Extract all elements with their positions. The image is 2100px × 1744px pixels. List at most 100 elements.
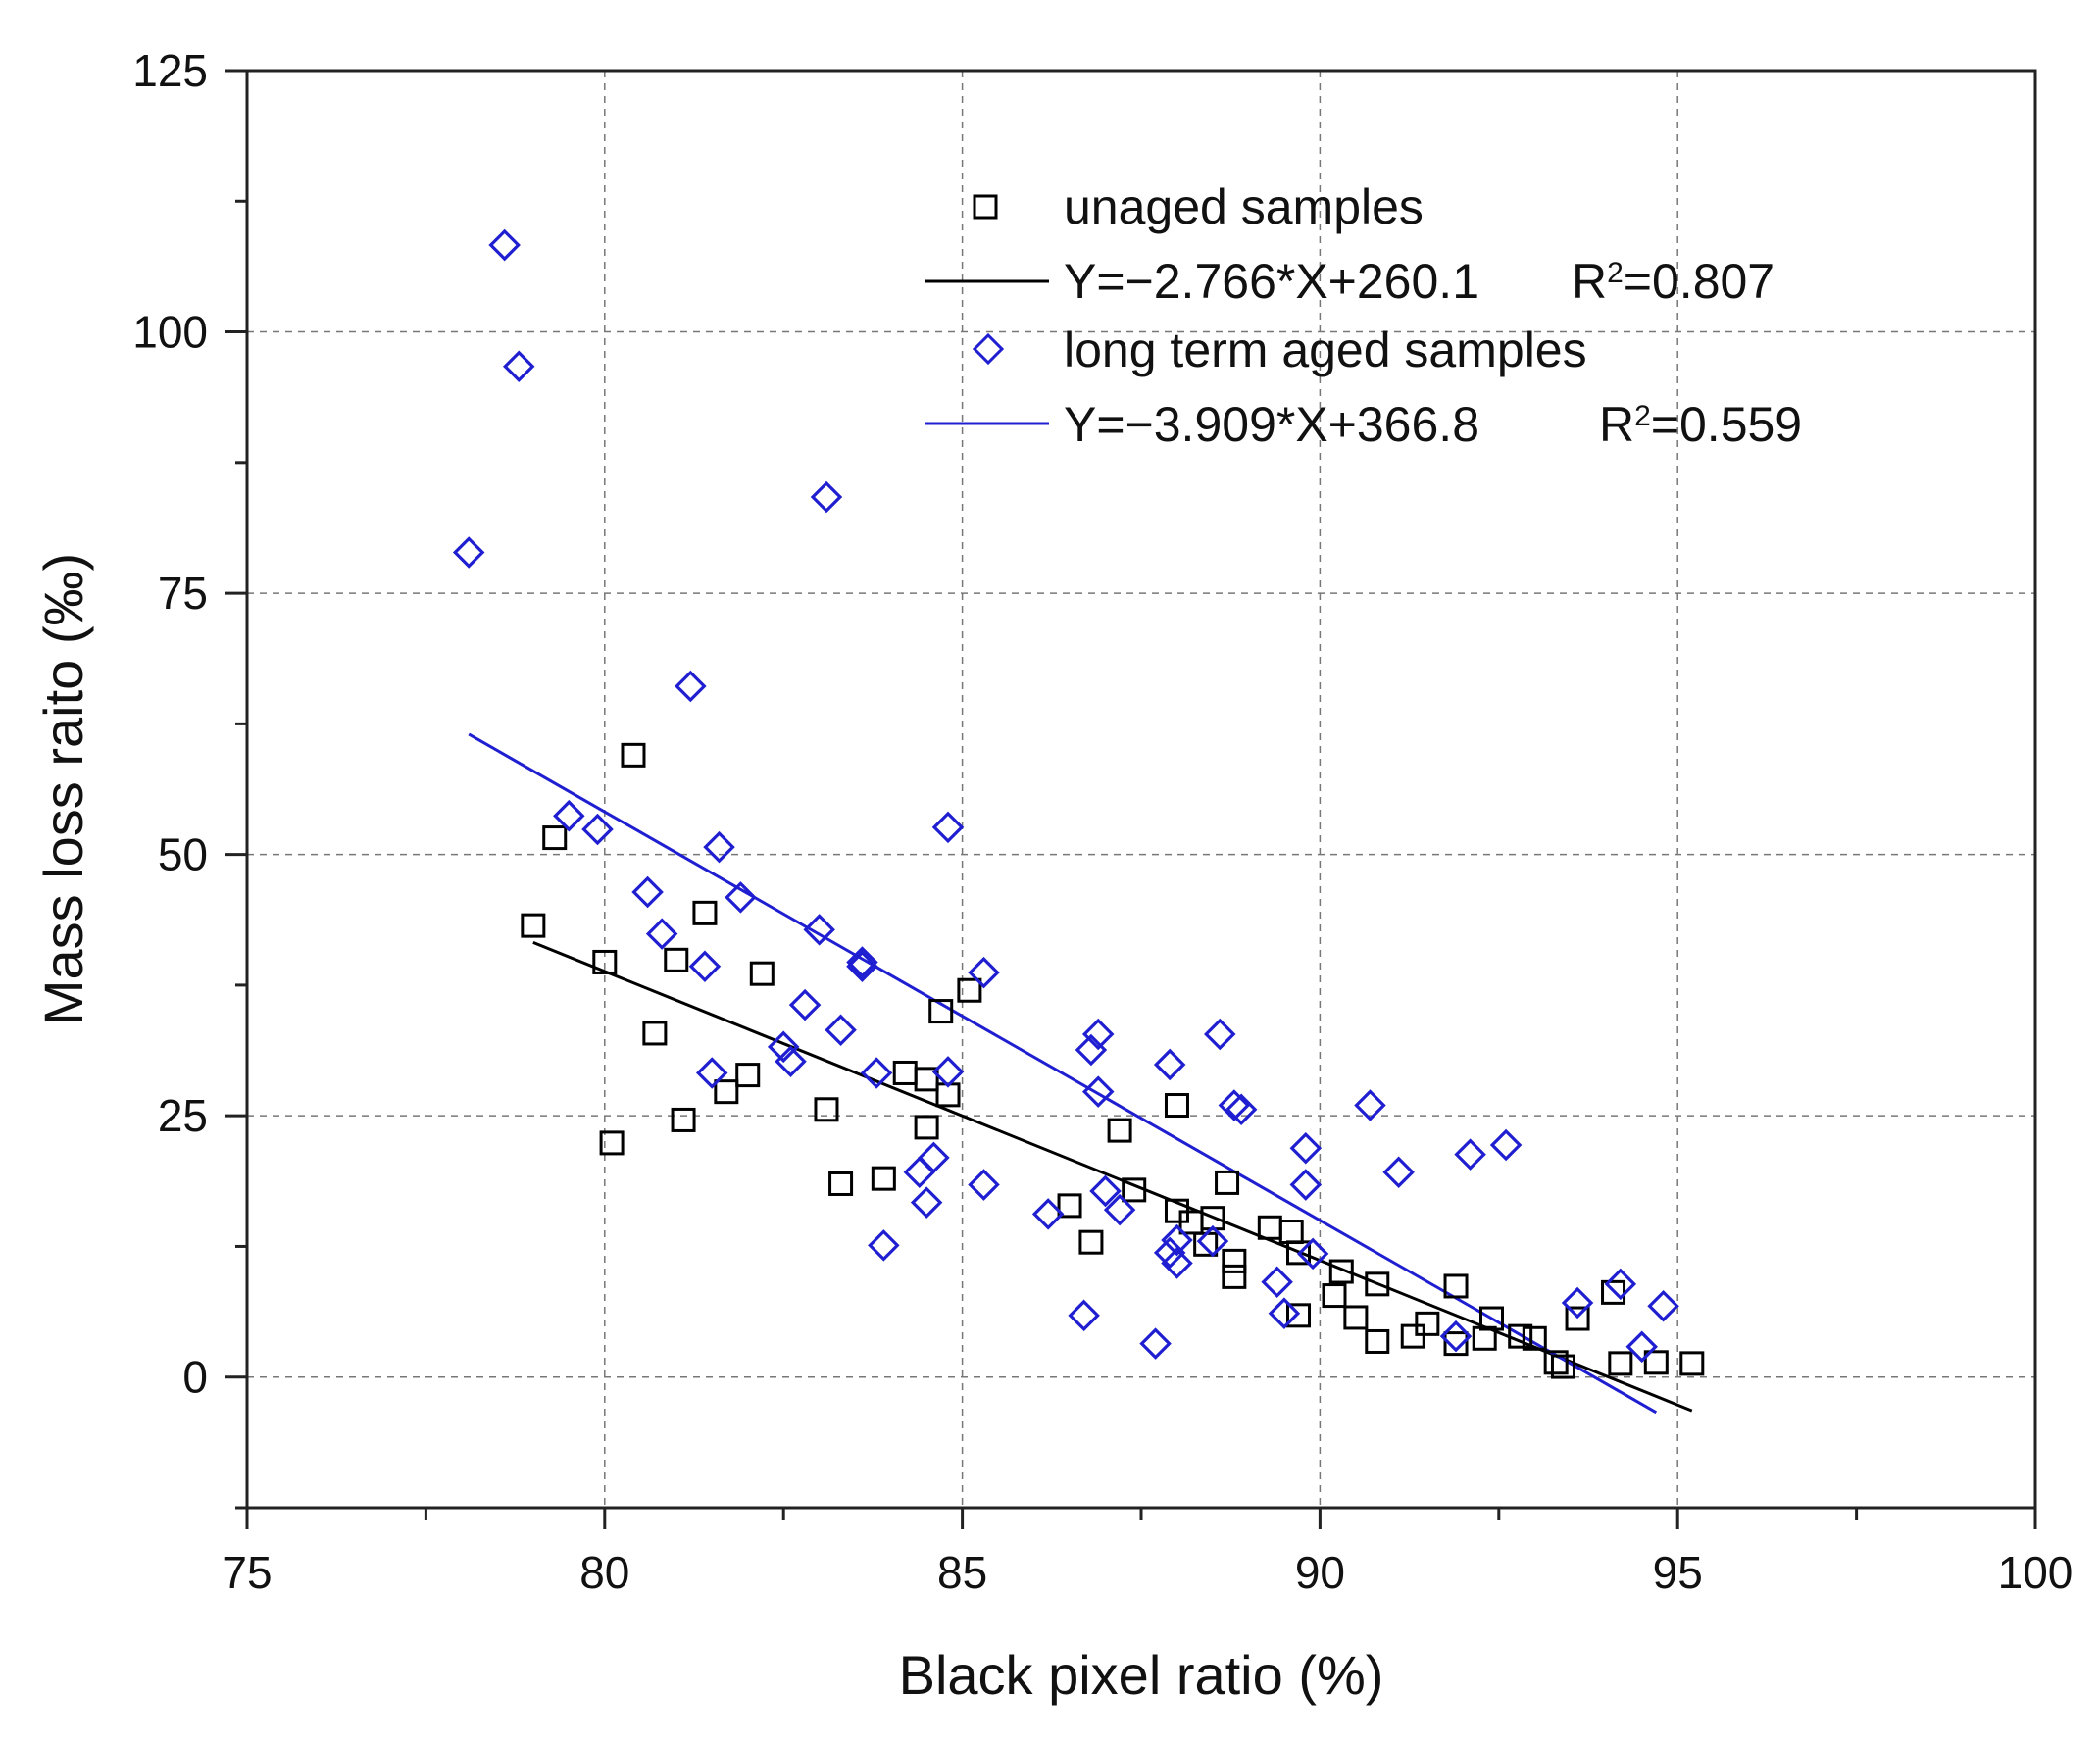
data-point-aged — [1153, 1236, 1186, 1270]
legend-label-aged: long term aged samples — [1064, 323, 1587, 377]
data-point-unaged — [749, 961, 775, 986]
data-point-unaged — [1565, 1306, 1590, 1331]
data-point-unaged — [1328, 1259, 1354, 1284]
data-point-unaged — [892, 1060, 918, 1085]
data-point-aged — [703, 830, 735, 864]
data-point-aged — [1196, 1224, 1229, 1258]
axes: 75 80 85 90 95 100 0 25 50 75 100 125 — [132, 45, 2073, 1598]
data-point-aged — [903, 1156, 936, 1189]
data-point-aged — [1382, 1156, 1415, 1189]
data-point-aged — [860, 1057, 893, 1089]
data-point-aged — [1139, 1327, 1172, 1360]
y-tick-label: 75 — [158, 568, 208, 619]
data-point-unaged — [828, 1171, 854, 1196]
data-point-aged — [688, 950, 722, 982]
data-point-unaged — [1415, 1311, 1440, 1336]
legend-marker-aged — [972, 332, 1005, 366]
data-point-unaged — [1365, 1328, 1390, 1354]
data-point-aged — [1289, 1131, 1323, 1165]
grid-lines — [247, 71, 2035, 1508]
legend: unaged samples Y=−2.766*X+260.1 R2=0.807… — [925, 179, 1802, 452]
data-point-unaged — [1122, 1177, 1147, 1203]
y-axis-title: Mass loss raito (‰) — [32, 553, 94, 1025]
data-point-aged — [1103, 1193, 1136, 1226]
data-point-unaged — [671, 1107, 696, 1132]
data-point-unaged — [1400, 1323, 1425, 1349]
data-point-unaged — [1107, 1118, 1132, 1143]
data-point-unaged — [957, 977, 982, 1003]
data-point-aged — [1153, 1048, 1186, 1081]
legend-r2-unaged: R2=0.807 — [1572, 254, 1775, 309]
data-point-unaged — [1286, 1303, 1312, 1328]
data-point-unaged — [1057, 1193, 1082, 1219]
data-point-aged — [1161, 1247, 1193, 1279]
data-point-unaged — [642, 1021, 668, 1046]
data-point-unaged — [1522, 1325, 1547, 1351]
data-point-aged — [968, 1169, 1000, 1201]
r2-value: =0.807 — [1624, 254, 1775, 309]
data-point-aged — [675, 670, 707, 703]
data-point-aged — [1268, 1297, 1301, 1329]
x-tick-label: 80 — [579, 1547, 629, 1598]
data-point-aged — [775, 1045, 807, 1078]
y-tick-label: 125 — [132, 45, 208, 96]
data-point-aged — [1081, 1075, 1115, 1108]
data-point-unaged — [1215, 1170, 1240, 1195]
data-point-unaged — [1643, 1350, 1669, 1375]
data-point-unaged — [1479, 1306, 1505, 1331]
data-point-unaged — [1078, 1229, 1104, 1255]
data-point-unaged — [914, 1067, 939, 1092]
data-point-aged — [1604, 1268, 1637, 1301]
data-point-aged — [553, 799, 585, 832]
data-point-aged — [810, 480, 843, 514]
r2-superscript: 2 — [1607, 257, 1624, 289]
data-point-aged — [1261, 1266, 1293, 1298]
data-point-aged — [931, 1056, 965, 1088]
data-point-aged — [502, 350, 535, 382]
data-point-aged — [931, 811, 965, 844]
data-point-unaged — [1278, 1220, 1304, 1245]
x-tick-label: 90 — [1295, 1547, 1345, 1598]
data-point-unaged — [1443, 1331, 1469, 1357]
data-point-unaged — [521, 913, 546, 938]
data-point-aged — [1203, 1018, 1236, 1051]
data-point-aged — [968, 956, 1000, 989]
data-point-aged — [846, 946, 878, 978]
r2-symbol: R — [1599, 397, 1634, 452]
data-point-unaged — [735, 1063, 761, 1088]
data-point-aged — [846, 950, 878, 982]
data-point-aged — [1161, 1223, 1193, 1257]
fit-line-aged — [468, 732, 1658, 1415]
x-tick-label: 85 — [937, 1547, 987, 1598]
data-point-aged — [803, 914, 835, 946]
data-point-unaged — [1164, 1093, 1189, 1119]
x-tick-label: 100 — [1998, 1547, 2074, 1598]
data-point-aged — [581, 813, 614, 846]
data-point-aged — [1439, 1320, 1473, 1353]
data-point-unaged — [1322, 1283, 1347, 1309]
data-point-unaged — [1222, 1264, 1247, 1289]
data-point-aged — [1454, 1138, 1486, 1171]
data-point-unaged — [1365, 1271, 1390, 1297]
data-point-unaged — [599, 1130, 625, 1156]
data-point-unaged — [814, 1097, 839, 1122]
data-point-unaged — [1286, 1240, 1312, 1266]
data-point-aged — [1647, 1289, 1679, 1322]
data-point-aged — [918, 1141, 950, 1174]
data-point-aged — [1289, 1169, 1323, 1201]
legend-r2-aged: R2=0.559 — [1599, 397, 1802, 452]
data-point-aged — [1354, 1089, 1386, 1121]
data-point-aged — [1625, 1330, 1658, 1364]
data-point-aged — [1081, 1018, 1115, 1051]
data-point-aged — [645, 918, 678, 950]
legend-fit-equation-unaged: Y=−2.766*X+260.1 — [1064, 254, 1479, 309]
data-point-unaged — [621, 742, 646, 768]
data-point-unaged — [928, 999, 954, 1024]
data-point-unaged — [592, 949, 618, 974]
legend-fit-equation-aged: Y=−3.909*X+366.8 — [1064, 397, 1479, 452]
data-point-aged — [1489, 1128, 1523, 1162]
data-point-aged — [452, 536, 485, 569]
y-tick-label: 100 — [132, 307, 208, 358]
data-point-aged — [695, 1057, 728, 1089]
